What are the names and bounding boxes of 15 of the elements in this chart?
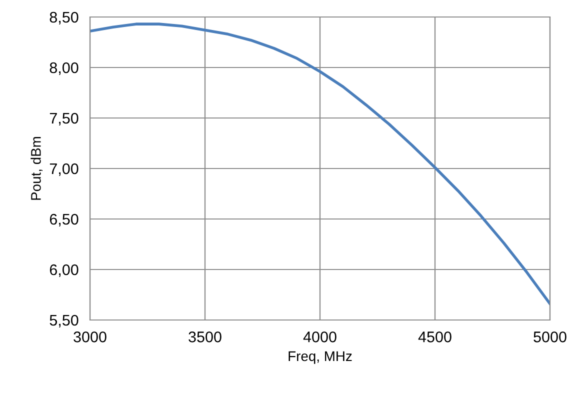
x-tick-label: 3500 — [188, 332, 222, 342]
x-axis-title: Freq, MHz — [288, 351, 352, 364]
y-tick-label: 8,00 — [50, 62, 78, 75]
line-series — [90, 22, 550, 306]
y-axis-title: Pout, dBm — [30, 136, 42, 200]
x-tick-label: 4000 — [303, 332, 336, 342]
y-tick-label: 7,50 — [50, 112, 78, 126]
y-tick-label: 8,50 — [50, 12, 78, 24]
x-tick-label: 3000 — [74, 332, 106, 342]
x-tick-label: 4500 — [418, 332, 452, 342]
y-tick-label: 5,50 — [50, 314, 78, 328]
x-tick-label: 5000 — [534, 332, 566, 342]
y-tick-label: 6,50 — [50, 214, 78, 226]
y-tick-label: 7,00 — [50, 163, 78, 176]
y-tick-label: 6,00 — [50, 264, 78, 277]
